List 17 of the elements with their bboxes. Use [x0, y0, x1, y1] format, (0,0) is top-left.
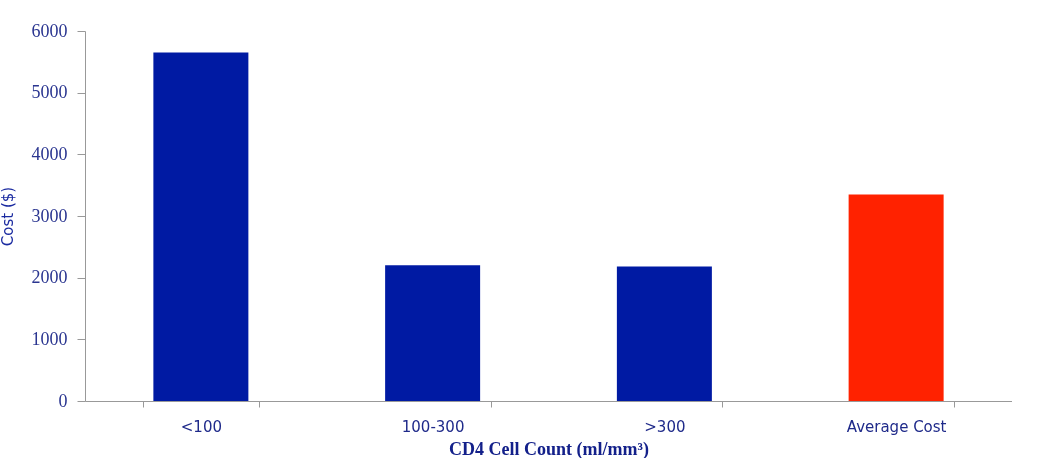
- x-tick-label: 100-300: [401, 417, 465, 436]
- y-tick-label: 4000: [31, 143, 68, 164]
- y-tick-label: 0: [58, 390, 68, 411]
- bar: [616, 266, 712, 401]
- bar: [848, 194, 944, 401]
- y-tick-label: 6000: [31, 20, 68, 41]
- y-tick-label: 5000: [31, 82, 68, 103]
- y-axis-title: Cost ($): [0, 186, 17, 247]
- y-tick-label: 1000: [31, 328, 68, 349]
- x-tick-label: <100: [180, 417, 222, 436]
- y-tick-label: 3000: [31, 205, 68, 226]
- x-axis-title: CD4 Cell Count (ml/mm³): [449, 438, 649, 460]
- x-tick-label: >300: [644, 417, 686, 436]
- y-tick-label: 2000: [31, 267, 68, 288]
- bar: [385, 265, 481, 401]
- bar: [153, 52, 249, 401]
- x-tick-label: Average Cost: [846, 417, 947, 436]
